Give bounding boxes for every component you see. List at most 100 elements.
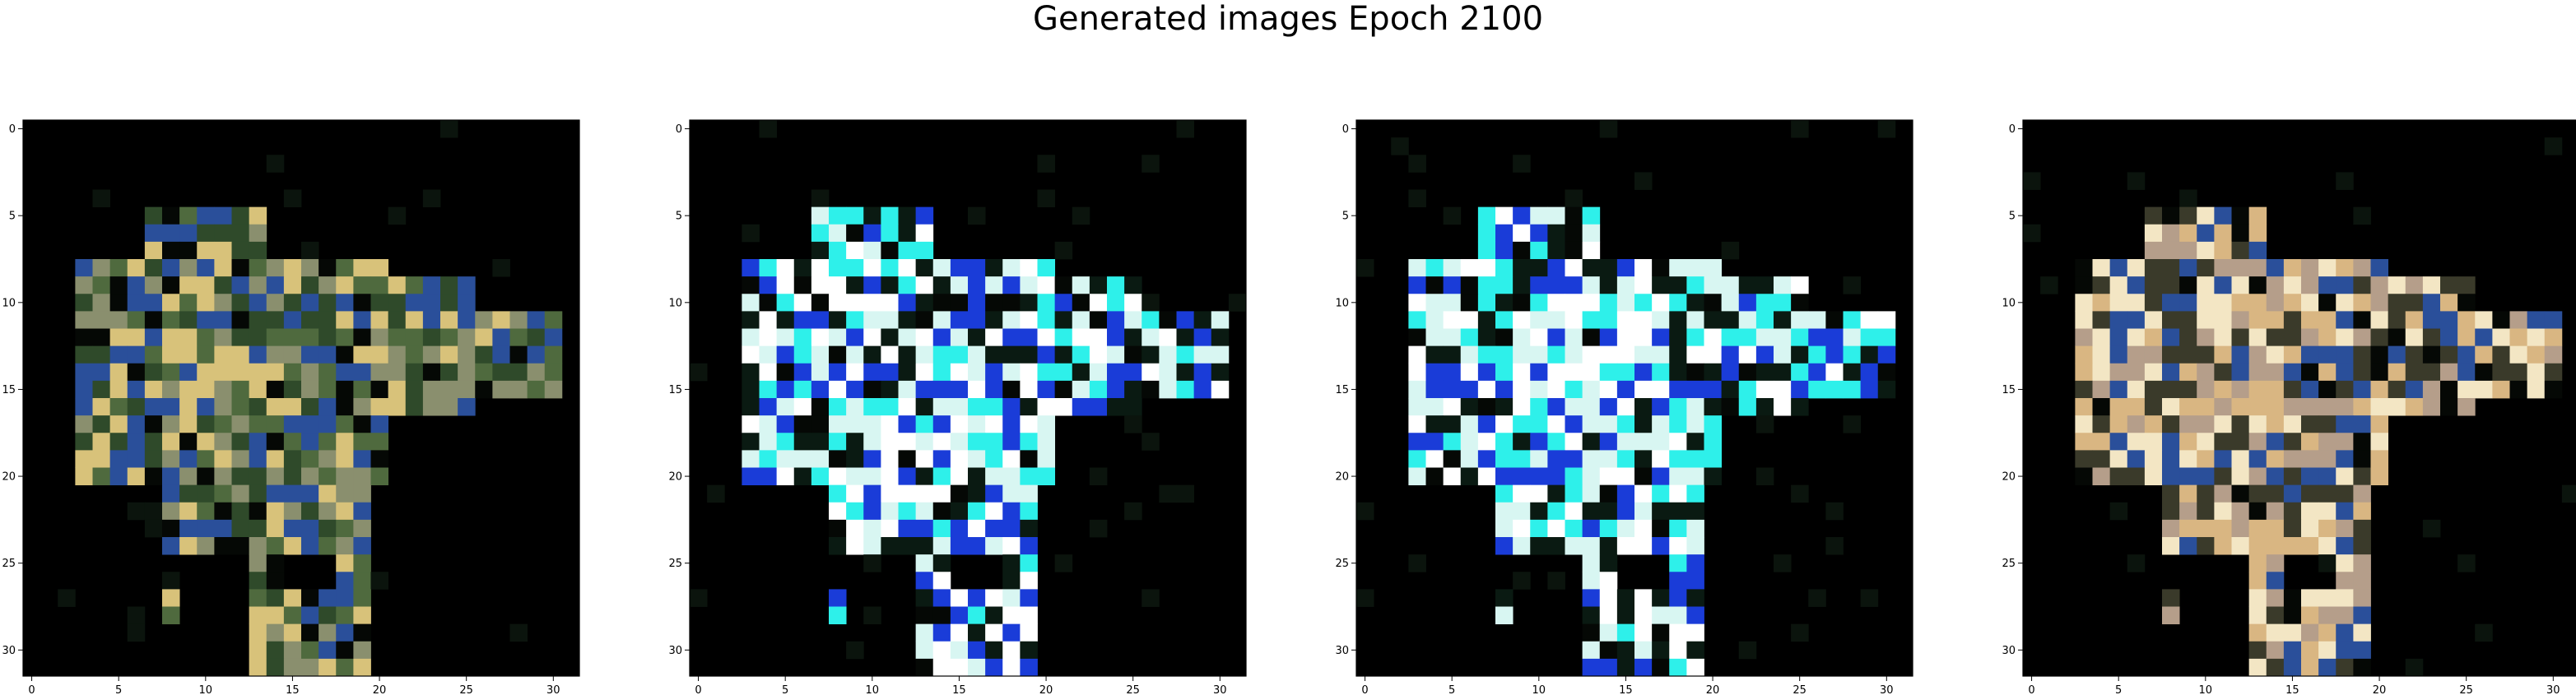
axes-frame bbox=[689, 119, 1247, 677]
pixel-cell bbox=[1582, 311, 1601, 329]
pixel-cell bbox=[2318, 363, 2337, 382]
pixel-cell bbox=[336, 276, 354, 294]
pixel-cell bbox=[249, 589, 267, 607]
pixel-cell bbox=[1142, 589, 1160, 607]
pixel-cell bbox=[1020, 623, 1038, 642]
pixel-cell bbox=[353, 641, 371, 660]
pixel-cell bbox=[249, 363, 267, 382]
pixel-cell bbox=[144, 467, 163, 486]
pixel-cell bbox=[1582, 259, 1601, 277]
pixel-cell bbox=[1582, 554, 1601, 572]
pixel-cell bbox=[2248, 467, 2267, 486]
pixel-cell bbox=[283, 189, 302, 208]
pixel-cell bbox=[1002, 363, 1021, 382]
pixel-cell bbox=[2179, 189, 2197, 208]
pixel-cell bbox=[915, 206, 934, 225]
pixel-cell bbox=[1652, 363, 1670, 382]
pixel-cell bbox=[2301, 450, 2319, 468]
pixel-cell bbox=[440, 328, 458, 347]
y-tick-label: 5 bbox=[1342, 211, 1349, 223]
pixel-cell bbox=[162, 328, 180, 347]
pixel-cell bbox=[1721, 294, 1740, 312]
pixel-cell bbox=[336, 398, 354, 416]
pixel-cell bbox=[2231, 345, 2250, 364]
pixel-cell bbox=[353, 623, 371, 642]
pixel-cell bbox=[898, 241, 917, 260]
pixel-cell bbox=[2318, 658, 2337, 677]
pixel-cell bbox=[2283, 363, 2302, 382]
pixel-cell bbox=[1616, 259, 1635, 277]
pixel-cell bbox=[1002, 433, 1021, 451]
pixel-cell bbox=[336, 606, 354, 625]
pixel-cell bbox=[2457, 328, 2476, 347]
pixel-cell bbox=[2127, 259, 2146, 277]
x-tick-label: 15 bbox=[2285, 684, 2299, 695]
pixel-cell bbox=[1652, 450, 1670, 468]
pixel-cell bbox=[863, 241, 881, 260]
pixel-cell bbox=[1755, 294, 1774, 312]
pixel-cell bbox=[1495, 519, 1514, 538]
pixel-cell bbox=[1176, 345, 1195, 364]
pixel-cell bbox=[1616, 484, 1635, 503]
pixel-cell bbox=[1565, 294, 1583, 312]
pixel-cell bbox=[1686, 363, 1704, 382]
pixel-cell bbox=[249, 554, 267, 572]
pixel-cell bbox=[2353, 589, 2371, 607]
pixel-cell bbox=[1124, 328, 1142, 347]
pixel-cell bbox=[985, 311, 1003, 329]
pixel-cell bbox=[1159, 345, 1177, 364]
pixel-cell bbox=[1582, 294, 1601, 312]
pixel-cell bbox=[1408, 189, 1426, 208]
pixel-cell bbox=[2527, 380, 2546, 399]
pixel-cell bbox=[1443, 311, 1462, 329]
pixel-cell bbox=[793, 415, 812, 433]
pixel-cell bbox=[2336, 589, 2354, 607]
pixel-cell bbox=[1443, 398, 1462, 416]
pixel-cell bbox=[1669, 641, 1687, 660]
pixel-cell bbox=[932, 484, 951, 503]
pixel-cell bbox=[1634, 623, 1653, 642]
pixel-cell bbox=[898, 415, 917, 433]
pixel-cell bbox=[1616, 537, 1635, 555]
pixel-cell bbox=[2197, 294, 2215, 312]
pixel-cell bbox=[1547, 572, 1565, 590]
x-tick-label: 20 bbox=[1706, 684, 1720, 695]
pixel-cell bbox=[863, 345, 881, 364]
axes-frame bbox=[1355, 119, 1913, 677]
pixel-cell bbox=[2127, 276, 2146, 294]
pixel-cell bbox=[1142, 328, 1160, 347]
pixel-cell bbox=[1020, 415, 1038, 433]
pixel-cell bbox=[2336, 311, 2354, 329]
pixel-cell bbox=[1652, 537, 1670, 555]
pixel-cell bbox=[1565, 345, 1583, 364]
pixel-cell bbox=[1634, 502, 1653, 521]
pixel-cell bbox=[898, 224, 917, 243]
pixel-cell bbox=[2509, 311, 2528, 329]
pixel-cell bbox=[968, 433, 986, 451]
pixel-cell bbox=[458, 328, 476, 347]
pixel-cell bbox=[301, 259, 319, 277]
pixel-cell bbox=[915, 294, 934, 312]
pixel-cell bbox=[2353, 398, 2371, 416]
pixel-cell bbox=[162, 206, 180, 225]
x-tick-label: 10 bbox=[1532, 684, 1546, 695]
pixel-cell bbox=[1652, 276, 1670, 294]
pixel-cell bbox=[301, 311, 319, 329]
pixel-cell bbox=[179, 224, 198, 243]
pixel-cell bbox=[231, 259, 250, 277]
pixel-cell bbox=[2283, 380, 2302, 399]
pixel-cell bbox=[1089, 380, 1108, 399]
pixel-cell bbox=[1547, 502, 1565, 521]
pixel-cell bbox=[776, 294, 795, 312]
pixel-cell bbox=[2144, 345, 2163, 364]
pixel-cell bbox=[301, 276, 319, 294]
pixel-cell bbox=[776, 450, 795, 468]
pixel-cell bbox=[2179, 345, 2197, 364]
pixel-cell bbox=[950, 641, 969, 660]
pixel-cell bbox=[544, 380, 563, 399]
pixel-cell bbox=[1443, 276, 1462, 294]
pixel-cell bbox=[162, 415, 180, 433]
pixel-cell bbox=[2318, 345, 2337, 364]
pixel-cell bbox=[1652, 415, 1670, 433]
pixel-cell bbox=[863, 450, 881, 468]
